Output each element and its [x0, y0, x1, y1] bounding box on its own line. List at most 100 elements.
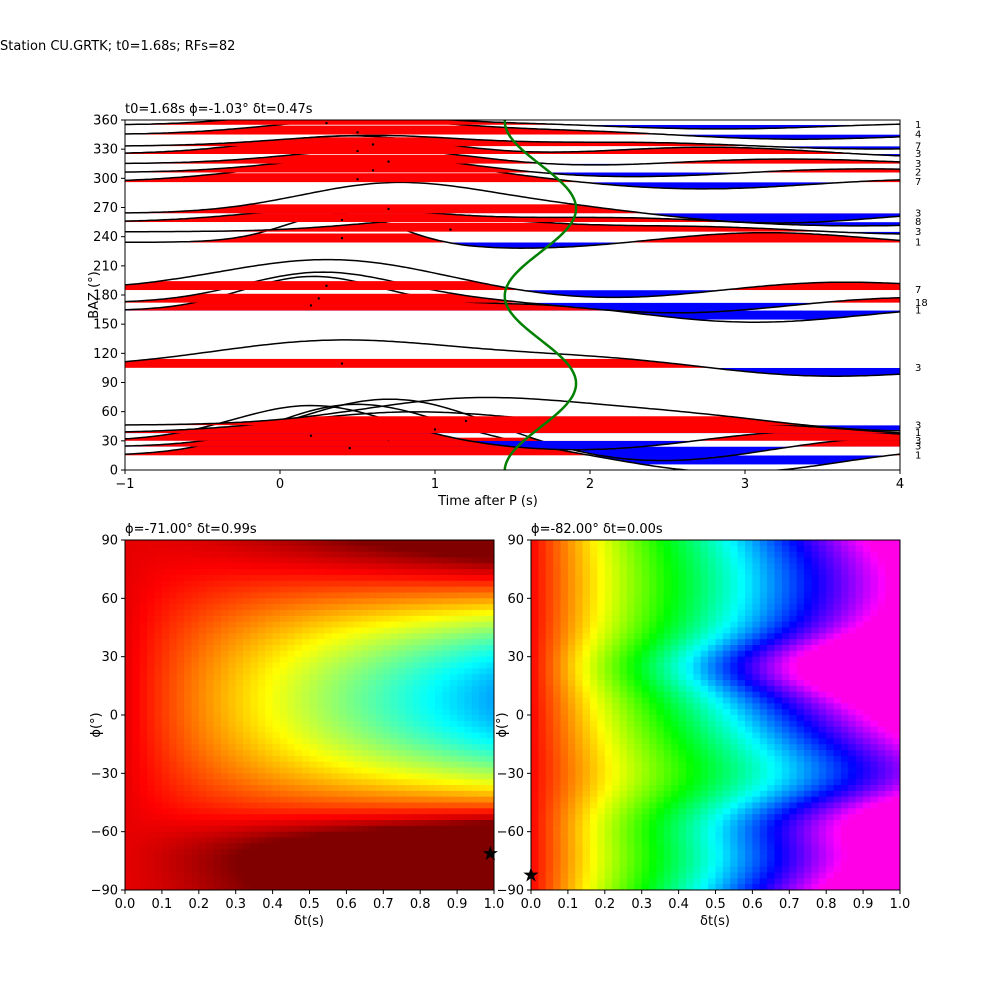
left-cell [176, 575, 185, 582]
left-cell [198, 569, 207, 576]
left-y-tick-label: 0 [110, 709, 118, 724]
left-cell [353, 639, 362, 646]
left-cell [398, 685, 407, 693]
right-cell [685, 790, 694, 798]
right-cell [685, 779, 694, 786]
left-cell [220, 866, 229, 874]
left-cell [471, 831, 480, 839]
left-cell [316, 598, 325, 605]
right-cell [700, 709, 709, 716]
left-cell [331, 738, 340, 745]
right-cell [538, 773, 547, 780]
right-cell [730, 569, 739, 576]
right-cell [663, 557, 672, 564]
right-cell [722, 750, 731, 757]
left-cell [324, 621, 333, 629]
right-cell [685, 849, 694, 856]
right-cell [700, 860, 709, 868]
right-cell [575, 790, 584, 798]
right-cell [545, 837, 554, 844]
right-cell [538, 575, 547, 582]
left-cell [405, 563, 414, 570]
left-cell [442, 773, 451, 780]
left-cell [324, 860, 333, 868]
left-cell [390, 540, 399, 547]
left-cell [161, 610, 170, 617]
right-cell [722, 814, 731, 821]
left-cell [405, 615, 414, 623]
left-cell [457, 580, 466, 588]
left-cell [427, 761, 436, 769]
left-cell [405, 790, 414, 798]
left-cell [243, 569, 252, 576]
right-cell [715, 697, 724, 704]
right-cell [715, 837, 724, 844]
left-cell [368, 866, 377, 874]
right-cell [656, 744, 665, 751]
right-cell [656, 884, 665, 890]
right-cell [612, 621, 621, 629]
left-cell [486, 720, 494, 728]
left-cell [427, 569, 436, 576]
right-cell [722, 773, 731, 780]
left-cell [309, 610, 318, 617]
left-cell [412, 551, 421, 559]
left-cell [486, 773, 494, 780]
left-cell [316, 750, 325, 757]
left-cell [257, 639, 266, 646]
right-cell [545, 820, 554, 827]
left-cell [427, 831, 436, 839]
left-cell [427, 715, 436, 722]
left-cell [287, 645, 296, 652]
left-cell [368, 720, 377, 728]
right-cell [649, 715, 658, 722]
left-cell [132, 750, 141, 757]
left-cell [265, 837, 274, 844]
left-cell [353, 785, 362, 792]
left-cell [220, 849, 229, 856]
right-cell [708, 872, 717, 879]
right-cell [671, 586, 680, 594]
left-cell [479, 790, 488, 798]
left-cell [198, 790, 207, 798]
left-cell [235, 586, 244, 594]
right-cell [641, 744, 650, 751]
right-cell [545, 779, 554, 786]
left-cell [198, 761, 207, 769]
right-cell [641, 610, 650, 617]
left-cell [228, 610, 237, 617]
right-cell [634, 820, 643, 827]
left-cell [316, 604, 325, 611]
left-cell [434, 563, 443, 570]
right-cell [737, 656, 746, 664]
left-cell [434, 814, 443, 821]
left-cell [434, 540, 443, 547]
left-cell [169, 878, 178, 885]
left-cell [375, 814, 384, 821]
left-cell [161, 750, 170, 757]
right-cell [722, 668, 731, 675]
left-cell [235, 621, 244, 629]
left-cell [405, 639, 414, 646]
left-cell [125, 720, 133, 728]
right-cell [649, 627, 658, 634]
right-cell [656, 580, 665, 588]
left-cell [302, 790, 311, 798]
left-cell [206, 831, 215, 839]
left-cell [331, 878, 340, 885]
left-cell [147, 656, 156, 664]
left-cell [125, 761, 133, 769]
left-cell [184, 808, 193, 815]
right-cell [722, 779, 731, 786]
left-cell [383, 557, 392, 564]
right-cell [597, 732, 606, 739]
right-cell [567, 621, 576, 629]
right-cell [582, 802, 591, 809]
right-cell [604, 779, 613, 786]
right-cell [700, 820, 709, 827]
left-cell [405, 691, 414, 699]
left-cell [125, 750, 133, 757]
left-cell [250, 843, 259, 850]
right-cell [685, 820, 694, 827]
left-cell [346, 855, 355, 862]
